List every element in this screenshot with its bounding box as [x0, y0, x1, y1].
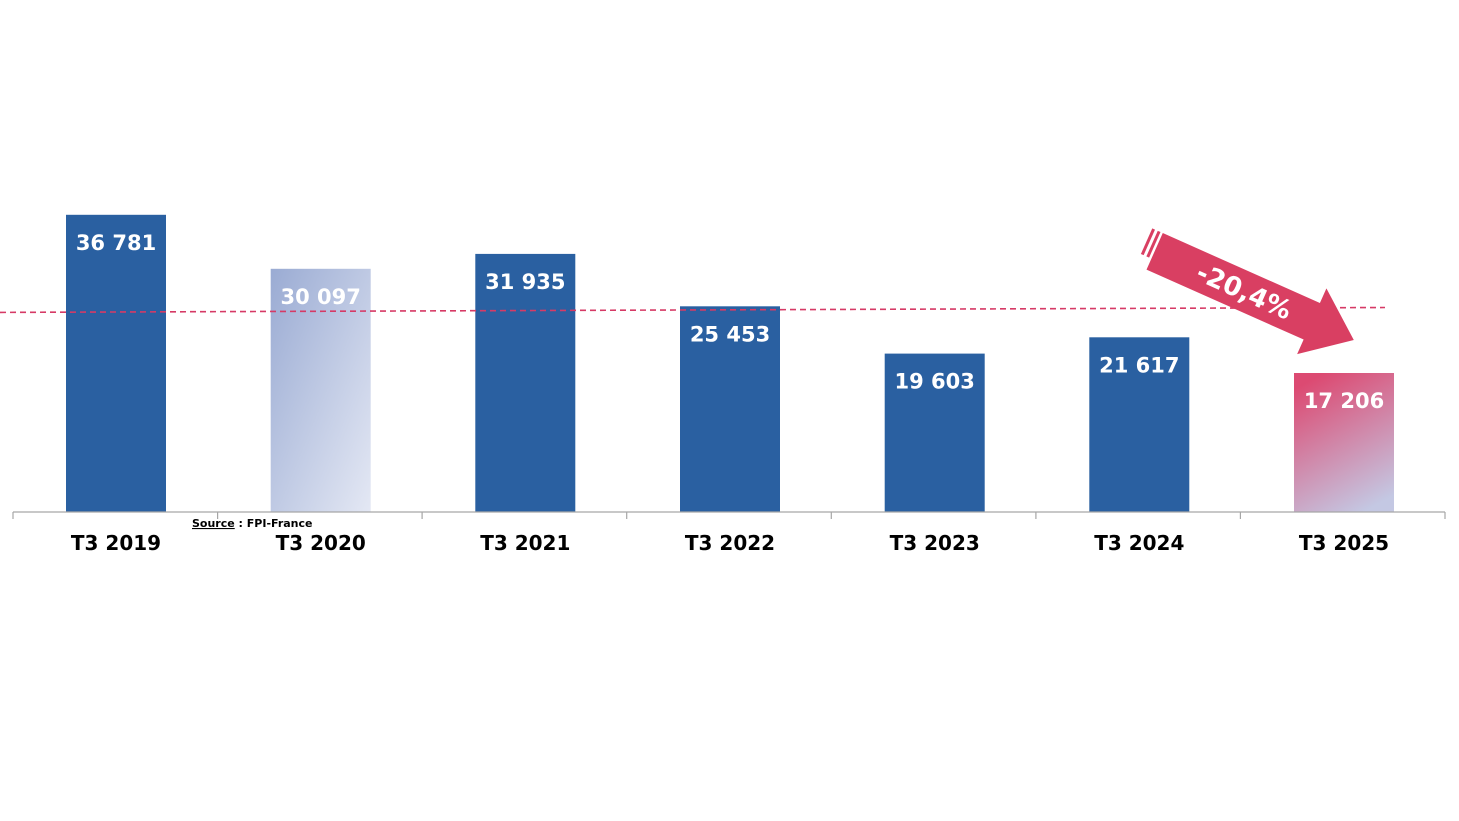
x-tick-label: T3 2021 [480, 531, 570, 555]
badge-text: -20,4% [1192, 258, 1296, 326]
bars [66, 214, 1394, 513]
x-tick-label: T3 2022 [685, 531, 775, 555]
badge-tail-line-2 [1146, 230, 1161, 258]
bar-t3-2024 [1089, 337, 1190, 512]
reference-dashed-line [0, 306, 1386, 314]
bar-value-label: 21 617 [1099, 353, 1179, 377]
source-note: Source : FPI-France [192, 517, 312, 530]
bar-value-label: 31 935 [485, 270, 565, 294]
x-tick-label: T3 2025 [1299, 531, 1389, 555]
bar-value-label: 17 206 [1304, 389, 1384, 413]
bar-value-label: 30 097 [281, 285, 361, 309]
source-label: Source [192, 517, 235, 530]
x-tick-label: T3 2024 [1094, 531, 1184, 555]
bar-t3-2023 [884, 353, 985, 512]
bar-t3-2020 [270, 268, 371, 512]
bar-value-label: 25 453 [690, 322, 770, 346]
source-value: : FPI-France [235, 517, 313, 530]
x-axis-ticks [12, 512, 1446, 519]
badge-arrow [1146, 233, 1354, 355]
badge-tail-line-1 [1140, 228, 1156, 256]
x-tick-label: T3 2020 [276, 531, 366, 555]
x-tick-label: T3 2019 [71, 531, 161, 555]
x-tick-label: T3 2023 [890, 531, 980, 555]
bar-value-label: 36 781 [76, 231, 156, 255]
bar-value-label: 19 603 [895, 370, 975, 394]
x-axis-tick-labels: T3 2019 T3 2020 T3 2021 T3 2022 T3 2023 T3 20… [71, 531, 1389, 555]
bar-t3-2022 [680, 306, 780, 512]
bar-t3-2021 [475, 253, 576, 512]
bar-t3-2025 [1294, 373, 1394, 512]
bar-t3-2019 [66, 214, 166, 513]
bar-value-labels: 36 781 30 097 31 935 25 453 19 603 21 617 17 2… [76, 231, 1384, 413]
